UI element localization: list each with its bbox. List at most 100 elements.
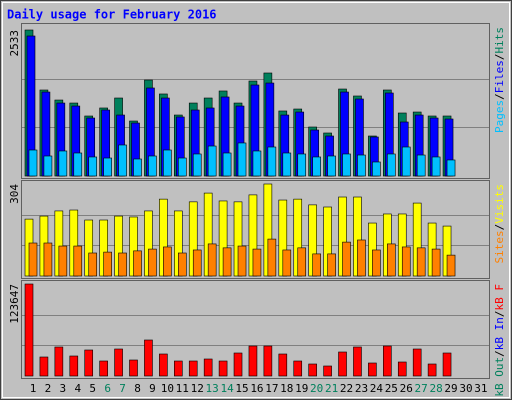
x-tick-label: 27 — [415, 382, 428, 395]
x-tick-label: 17 — [265, 382, 278, 395]
legend-entry: Sites — [493, 230, 506, 263]
x-tick-label: 16 — [250, 382, 263, 395]
bar — [28, 149, 38, 177]
bar — [327, 253, 336, 277]
bar — [103, 157, 112, 177]
bar — [39, 356, 49, 377]
bar — [397, 361, 407, 377]
legend-entry: Pages — [493, 100, 506, 133]
y-tick-label: 123647 — [8, 284, 21, 324]
bar — [278, 353, 288, 377]
bar — [24, 283, 34, 377]
bar — [252, 150, 262, 177]
bar — [342, 241, 351, 277]
x-tick-label: 8 — [134, 382, 141, 395]
bar — [263, 345, 273, 377]
bar — [297, 153, 307, 177]
bar — [192, 153, 202, 177]
bar — [357, 239, 366, 277]
bar — [401, 146, 411, 177]
legend: kB Out/kB In/kB F — [493, 284, 506, 397]
x-tick-label: 12 — [191, 382, 204, 395]
x-tick-label: 7 — [119, 382, 126, 395]
x-tick-label: 26 — [400, 382, 413, 395]
legend: Pages/Files/Hits — [493, 27, 506, 133]
bar — [43, 155, 53, 177]
bar — [353, 346, 362, 377]
bar — [312, 253, 321, 277]
y-tick-label: 2533 — [8, 30, 21, 57]
bar — [114, 348, 123, 377]
bar — [338, 351, 347, 377]
legend-entry: Files — [493, 60, 506, 93]
bar — [73, 245, 83, 277]
x-tick-label: 2 — [45, 382, 52, 395]
x-tick-label: 18 — [280, 382, 293, 395]
x-tick-label: 24 — [370, 382, 384, 395]
legend-entry: kB F — [493, 284, 506, 311]
bar — [99, 360, 108, 377]
x-tick-label: 1 — [30, 382, 37, 395]
bar — [28, 242, 38, 277]
bar — [446, 159, 456, 177]
bar — [383, 345, 392, 377]
bar — [293, 360, 303, 377]
bar — [118, 144, 127, 177]
bar — [73, 152, 83, 177]
bar — [163, 246, 172, 277]
x-tick-label: 20 — [310, 382, 323, 395]
x-tick-label: 25 — [385, 382, 398, 395]
bar — [412, 348, 422, 377]
bar — [58, 150, 68, 177]
chart-title: Daily usage for February 2016 — [7, 8, 217, 22]
legend-separator: / — [493, 54, 506, 61]
bar — [248, 345, 258, 377]
bar — [372, 249, 381, 277]
x-tick-label: 30 — [459, 382, 472, 395]
x-tick-label: 21 — [325, 382, 338, 395]
bar — [88, 252, 98, 277]
x-tick-label: 14 — [220, 382, 234, 395]
bar — [282, 152, 292, 177]
x-tick-label: 11 — [176, 382, 189, 395]
bar — [118, 252, 127, 277]
bar — [103, 251, 112, 277]
bar — [237, 142, 247, 177]
bar — [203, 358, 213, 377]
legend-entry: kB In — [493, 317, 506, 350]
legend-entry: Visits — [493, 184, 506, 224]
bar — [207, 145, 217, 177]
bar — [163, 149, 172, 177]
bar — [327, 155, 336, 177]
bar — [416, 154, 426, 177]
x-tick-label: 9 — [149, 382, 156, 395]
legend-separator: / — [493, 93, 506, 100]
bar — [69, 355, 79, 377]
bar — [178, 252, 187, 277]
x-tick-label: 23 — [355, 382, 368, 395]
bar — [427, 363, 437, 377]
y-tick-label: 304 — [8, 184, 21, 204]
legend-separator: / — [493, 224, 506, 231]
bar — [431, 248, 441, 277]
bar — [357, 154, 366, 177]
bar — [308, 363, 317, 377]
bar — [144, 339, 153, 377]
bar — [446, 254, 456, 277]
bar — [267, 238, 277, 277]
x-tick-label: 22 — [340, 382, 353, 395]
bar — [342, 153, 351, 177]
bar — [267, 146, 277, 177]
x-tick-label: 31 — [474, 382, 487, 395]
x-tick-label: 19 — [295, 382, 308, 395]
legend-separator: / — [493, 311, 506, 318]
bar — [372, 161, 381, 177]
legend-entry: kB Out — [493, 357, 506, 397]
bar — [237, 245, 247, 277]
bar — [387, 243, 396, 277]
bar — [188, 360, 198, 377]
bar — [129, 359, 138, 377]
bar — [387, 153, 396, 177]
